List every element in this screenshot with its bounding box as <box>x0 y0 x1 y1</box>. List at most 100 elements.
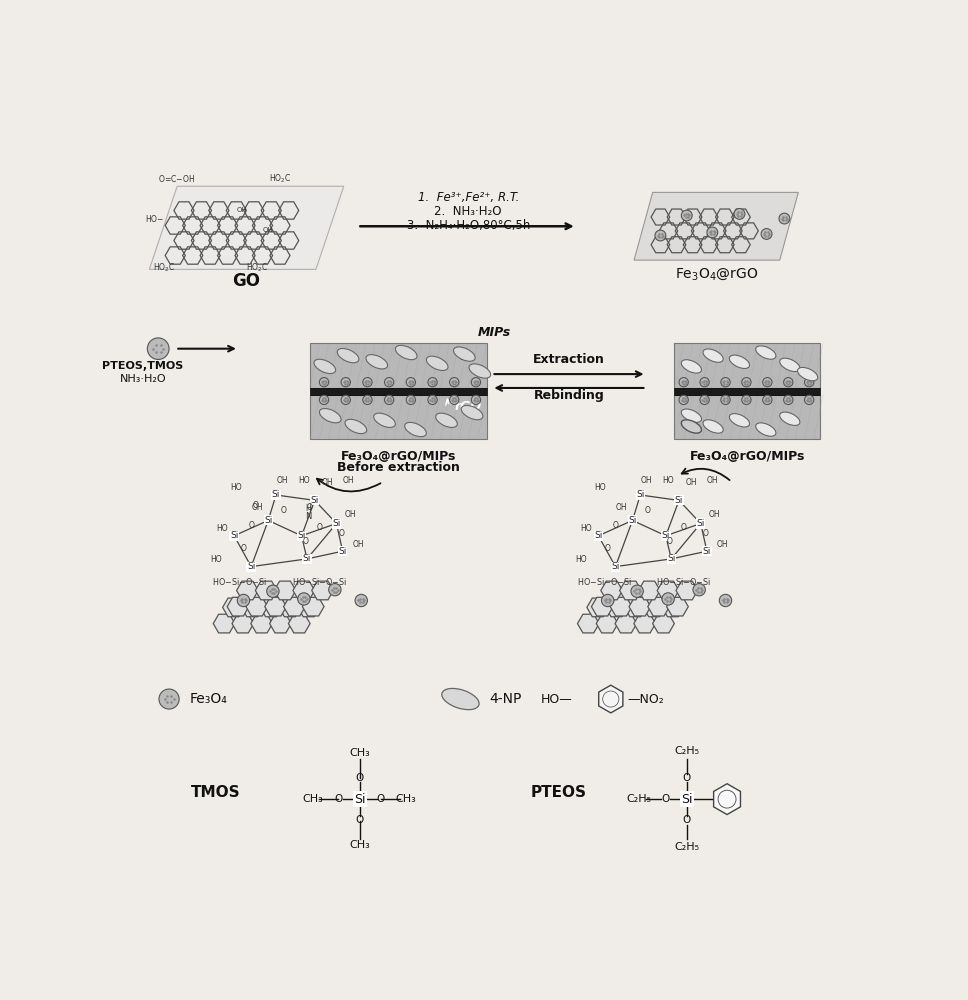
Text: HO: HO <box>210 555 222 564</box>
Text: O: O <box>355 815 364 825</box>
Polygon shape <box>596 614 618 633</box>
Text: HO$_2$C: HO$_2$C <box>153 262 175 274</box>
Text: OH: OH <box>709 510 720 519</box>
Polygon shape <box>213 614 235 633</box>
Bar <box>675 388 820 395</box>
Polygon shape <box>615 614 637 633</box>
Polygon shape <box>256 581 277 600</box>
Circle shape <box>721 378 730 387</box>
Ellipse shape <box>426 356 448 370</box>
Ellipse shape <box>345 419 367 434</box>
Text: O: O <box>253 501 258 510</box>
Circle shape <box>601 594 614 607</box>
Polygon shape <box>302 597 324 616</box>
Circle shape <box>679 395 688 405</box>
Circle shape <box>763 378 772 387</box>
Circle shape <box>449 378 459 387</box>
Circle shape <box>363 395 372 405</box>
Text: Fe$_3$O$_4$@rGO: Fe$_3$O$_4$@rGO <box>675 266 758 282</box>
Ellipse shape <box>462 405 483 420</box>
Ellipse shape <box>374 413 395 427</box>
Polygon shape <box>662 598 683 617</box>
Text: 1.  Fe³⁺,Fe²⁺, R.T.: 1. Fe³⁺,Fe²⁺, R.T. <box>417 191 519 204</box>
Text: Si: Si <box>703 547 711 556</box>
Polygon shape <box>644 598 665 617</box>
Text: O: O <box>355 773 364 783</box>
Ellipse shape <box>436 413 457 427</box>
Ellipse shape <box>681 420 702 433</box>
Ellipse shape <box>395 345 417 360</box>
Polygon shape <box>246 597 268 616</box>
Ellipse shape <box>681 360 702 373</box>
Text: Rebinding: Rebinding <box>533 389 604 402</box>
Text: TMOS: TMOS <box>191 785 240 800</box>
Text: Si: Si <box>339 547 347 556</box>
Ellipse shape <box>319 409 341 423</box>
Text: OH: OH <box>343 476 354 485</box>
Text: HO: HO <box>298 476 310 485</box>
Ellipse shape <box>405 422 426 437</box>
Polygon shape <box>260 598 282 617</box>
Polygon shape <box>279 598 301 617</box>
Text: HO: HO <box>575 555 587 564</box>
Text: NH₃·H₂O: NH₃·H₂O <box>119 374 166 384</box>
Text: O: O <box>240 544 247 553</box>
Circle shape <box>784 378 793 387</box>
Circle shape <box>741 378 751 387</box>
Circle shape <box>700 395 710 405</box>
Text: N: N <box>305 512 312 521</box>
Text: HO$_2$C: HO$_2$C <box>269 173 291 185</box>
Circle shape <box>341 395 350 405</box>
Ellipse shape <box>453 347 475 361</box>
Text: OH: OH <box>262 227 273 233</box>
Circle shape <box>267 585 279 597</box>
Text: HO$-$Si$-$O$-$Si: HO$-$Si$-$O$-$Si <box>656 576 711 587</box>
Text: —NO₂: —NO₂ <box>628 693 665 706</box>
Text: OH: OH <box>321 478 333 487</box>
Polygon shape <box>667 597 688 616</box>
Polygon shape <box>587 598 609 617</box>
Text: PTEOS,TMOS: PTEOS,TMOS <box>102 361 183 371</box>
Text: Si: Si <box>636 490 645 499</box>
Circle shape <box>298 593 310 605</box>
Text: OH: OH <box>707 476 718 485</box>
Polygon shape <box>652 614 675 633</box>
Circle shape <box>763 395 772 405</box>
Circle shape <box>471 395 480 405</box>
Circle shape <box>341 378 350 387</box>
Text: OH: OH <box>252 503 263 512</box>
Bar <box>310 388 487 395</box>
Bar <box>675 343 820 388</box>
Ellipse shape <box>756 346 776 359</box>
Text: O: O <box>681 523 686 532</box>
Ellipse shape <box>366 355 387 369</box>
Circle shape <box>319 378 329 387</box>
Polygon shape <box>251 614 273 633</box>
Circle shape <box>721 395 730 405</box>
Text: O: O <box>303 536 309 546</box>
Text: Fe₃O₄: Fe₃O₄ <box>189 692 227 706</box>
Bar <box>310 395 487 439</box>
Text: OH: OH <box>616 503 627 512</box>
Polygon shape <box>298 598 319 617</box>
Ellipse shape <box>729 414 749 427</box>
Text: Si: Si <box>594 531 603 540</box>
Text: O: O <box>307 503 313 512</box>
Polygon shape <box>648 597 670 616</box>
Text: 2.  NH₃·H₂O: 2. NH₃·H₂O <box>435 205 502 218</box>
Text: 3.  N₂H₄·H₂O,80°C,5h: 3. N₂H₄·H₂O,80°C,5h <box>407 219 529 232</box>
Polygon shape <box>610 597 632 616</box>
Polygon shape <box>312 581 333 600</box>
Text: Si: Si <box>230 531 238 540</box>
Ellipse shape <box>703 349 723 362</box>
Text: HO: HO <box>229 483 241 492</box>
Polygon shape <box>274 581 296 600</box>
Text: Si: Si <box>681 793 692 806</box>
Text: CH₃: CH₃ <box>396 794 416 804</box>
Text: HO$-$Si$-$O$-$Si: HO$-$Si$-$O$-$Si <box>212 576 267 587</box>
Circle shape <box>679 378 688 387</box>
Polygon shape <box>601 581 622 600</box>
Ellipse shape <box>780 412 800 425</box>
Text: C₂H₅: C₂H₅ <box>675 842 699 852</box>
Circle shape <box>329 584 341 596</box>
